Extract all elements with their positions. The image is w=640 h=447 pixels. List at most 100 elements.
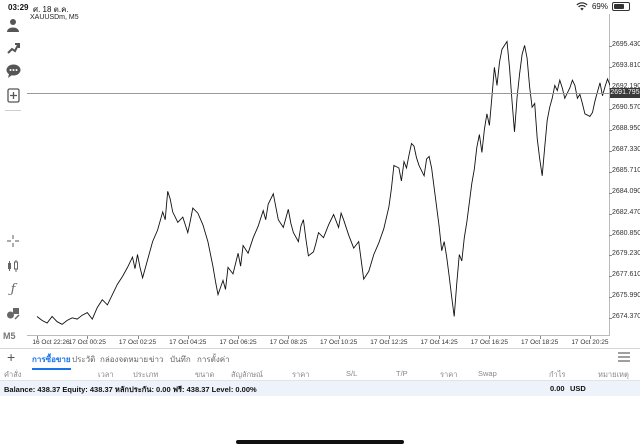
x-tick-label: 17 Oct 20:25	[571, 339, 609, 346]
col-tp: T/P	[396, 369, 408, 378]
x-tick-label: 17 Oct 06:25	[219, 339, 257, 346]
y-tick-label: 2675.990	[612, 292, 640, 300]
balance-text: Balance: 438.37 Equity: 438.37 หลักประกั…	[4, 385, 257, 394]
y-tick-label: 2680.850	[612, 229, 640, 237]
x-tick	[439, 336, 441, 339]
home-indicator[interactable]	[236, 440, 404, 444]
add-icon[interactable]: +	[7, 349, 16, 365]
col-current-price: ราคา	[440, 370, 458, 379]
chat-icon[interactable]	[4, 62, 22, 80]
col-time: เวลา	[98, 370, 114, 379]
x-tick-label: 16 Oct 22:26	[32, 339, 70, 346]
wifi-icon	[576, 2, 588, 11]
tab-journal[interactable]: บันทึก	[170, 355, 191, 364]
y-tick	[609, 297, 612, 299]
x-tick-label: 17 Oct 14:25	[420, 339, 458, 346]
x-tick-label: 17 Oct 12:25	[370, 339, 408, 346]
y-tick-label: 2679.230	[612, 250, 640, 258]
bottom-tabs: + การซื้อขาย ประวัติ กล่องจดหมาย ข่าว บั…	[0, 348, 640, 370]
y-tick-label: 2682.470	[612, 208, 640, 216]
col-symbol: สัญลักษณ์	[231, 370, 264, 379]
orders-header: คำสั่ง เวลา ประเภท ขนาด สัญลักษณ์ ราคา S…	[0, 366, 640, 381]
chart-title: XAUUSDm, M5	[30, 14, 79, 21]
x-tick	[489, 336, 491, 339]
tab-settings[interactable]: การตั้งค่า	[197, 355, 230, 364]
x-tick-label: 17 Oct 18:25	[521, 339, 559, 346]
battery-percent: 69%	[591, 2, 608, 11]
current-price-tag: 2691.795	[610, 88, 640, 99]
x-tick	[539, 336, 541, 339]
battery-icon	[612, 2, 630, 11]
tab-news[interactable]: ข่าว	[149, 355, 164, 364]
y-tick	[609, 109, 612, 111]
indicator-icon[interactable]: ƒ	[10, 281, 16, 297]
chart-type-icon[interactable]	[4, 257, 22, 275]
y-tick	[609, 171, 612, 173]
x-tick-label: 17 Oct 10:25	[319, 339, 358, 346]
panel-menu-icon[interactable]	[618, 352, 630, 362]
col-volume: ขนาด	[195, 370, 215, 379]
price-chart[interactable]	[27, 14, 610, 336]
col-comment: หมายเหตุ	[598, 370, 629, 379]
x-tick	[589, 336, 591, 339]
x-tick	[238, 336, 240, 339]
x-tick	[137, 336, 139, 339]
objects-icon[interactable]	[4, 304, 22, 322]
status-bar: 03:29 ศ. 18 ต.ค. 69%	[0, 0, 640, 14]
current-price-line	[27, 93, 610, 95]
x-tick-label: 17 Oct 02:25	[118, 339, 157, 346]
crosshair-icon[interactable]	[4, 232, 22, 250]
status-right: 69%	[576, 2, 630, 11]
col-type: ประเภท	[133, 370, 159, 379]
signal-icon[interactable]	[4, 39, 22, 57]
x-tick	[388, 336, 390, 339]
y-tick	[609, 255, 612, 257]
y-tick-label: 2690.570	[612, 104, 640, 112]
y-tick	[609, 276, 612, 278]
y-tick-label: 2695.430	[612, 41, 640, 49]
x-tick-label: 17 Oct 16:25	[470, 339, 509, 346]
new-order-icon[interactable]	[4, 86, 22, 104]
col-profit: กำไร	[549, 370, 566, 379]
x-tick-label: 17 Oct 00:25	[68, 339, 106, 346]
balance-currency: USD	[570, 384, 586, 393]
y-tick	[609, 150, 612, 152]
x-tick	[288, 336, 290, 339]
status-time: 03:29	[8, 3, 29, 12]
x-tick	[37, 336, 38, 339]
col-order: คำสั่ง	[4, 370, 22, 379]
timeframe-label[interactable]: M5	[3, 331, 16, 341]
tab-mailbox[interactable]: กล่องจดหมาย	[100, 355, 149, 364]
tab-history[interactable]: ประวัติ	[72, 355, 96, 364]
status-date: ศ. 18 ต.ค.	[33, 5, 69, 14]
y-tick-label: 2684.090	[612, 187, 640, 195]
y-tick-label: 2693.810	[612, 62, 640, 70]
y-tick-label: 2677.610	[612, 271, 640, 279]
y-tick	[609, 129, 612, 131]
y-tick	[609, 192, 612, 194]
y-tick	[609, 318, 612, 320]
chart-area[interactable]	[27, 14, 610, 336]
y-tick-label: 2692.190	[612, 83, 640, 91]
tab-trade[interactable]: การซื้อขาย	[32, 353, 71, 370]
col-swap: Swap	[478, 369, 497, 378]
col-price: ราคา	[292, 370, 310, 379]
y-tick-label: 2674.370	[612, 313, 640, 321]
x-tick-label: 17 Oct 04:25	[169, 339, 207, 346]
toolbar-divider	[5, 110, 21, 111]
x-tick-label: 17 Oct 08:25	[269, 339, 307, 346]
person-icon[interactable]	[4, 16, 22, 34]
y-tick	[609, 213, 612, 215]
x-tick	[87, 336, 89, 339]
x-tick	[338, 336, 340, 339]
y-tick	[609, 46, 612, 48]
y-tick-label: 2688.950	[612, 124, 640, 132]
y-tick-label: 2687.330	[612, 145, 640, 153]
price-series-line	[36, 40, 610, 325]
y-tick	[609, 234, 612, 236]
left-toolbar: ƒ M5	[0, 14, 26, 348]
x-tick	[187, 336, 189, 339]
balance-row: Balance: 438.37 Equity: 438.37 หลักประกั…	[0, 381, 640, 396]
y-tick	[609, 67, 612, 69]
col-sl: S/L	[346, 369, 358, 378]
